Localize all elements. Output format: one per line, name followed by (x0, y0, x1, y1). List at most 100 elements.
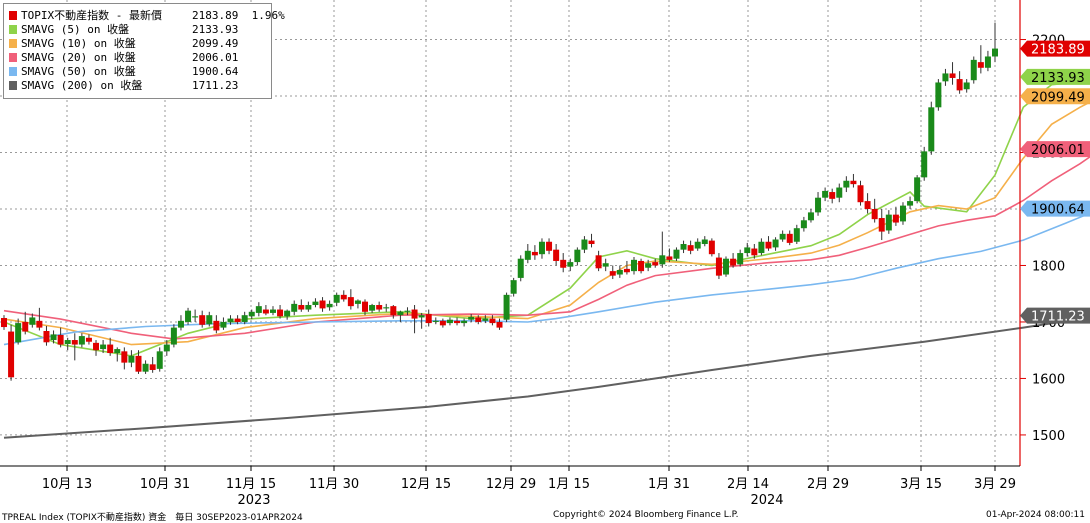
candle-body (907, 201, 914, 206)
x-tick-label: 3月 15 (900, 477, 942, 492)
candle-body (107, 344, 114, 354)
candle-body (234, 318, 241, 322)
candle-body (772, 239, 779, 248)
candle-body (482, 318, 489, 321)
candle-body (489, 318, 496, 324)
candle-body (362, 301, 369, 312)
candle-body (185, 310, 192, 322)
x-tick-label: 1月 15 (548, 477, 590, 492)
candle-body (390, 306, 397, 316)
candle-body (496, 321, 503, 328)
candle-body (269, 309, 276, 313)
price-tag-label: 1711.23 (1031, 310, 1085, 325)
candle-body (553, 249, 560, 261)
candle-body (1, 318, 7, 328)
candle-body (652, 262, 659, 266)
legend-entry-sma5: SMAVG (5) on 收盤 2133.93 (4, 23, 269, 37)
candle-body (347, 297, 354, 307)
x-year-label: 2023 (237, 493, 270, 508)
candle-body (645, 263, 652, 268)
candle-body (156, 351, 163, 369)
price-tag-label: 2099.49 (1031, 90, 1085, 105)
legend-swatch (9, 39, 17, 48)
legend-value: 2183.89 1.96% (192, 9, 285, 22)
candle-body (843, 180, 850, 188)
x-tick-label: 11月 15 (226, 477, 276, 492)
price-tag-box (1020, 68, 1090, 85)
price-tag: 2099.49 (1020, 88, 1090, 105)
candle-body (369, 305, 376, 311)
candle-body (623, 268, 630, 273)
candle-body (64, 340, 71, 344)
price-tag-label: 2006.01 (1031, 143, 1085, 158)
legend-label: SMAVG (10) on 收盤 (21, 37, 136, 50)
candle-body (949, 73, 956, 78)
legend-swatch (9, 67, 17, 76)
x-tick-label: 12月 29 (486, 477, 536, 492)
legend-swatch (9, 53, 17, 62)
price-tag-box (1020, 307, 1090, 324)
candle-body (475, 317, 482, 322)
candle-body (793, 228, 800, 242)
candle-body (567, 262, 574, 267)
price-tag-box (1020, 40, 1090, 57)
y-tick-label: 1500 (1032, 429, 1065, 444)
candle-body (57, 334, 64, 345)
series-line (3, 101, 1090, 346)
legend-label: SMAVG (50) on 收盤 (21, 65, 136, 78)
candle-body (701, 239, 708, 245)
candle-body (291, 303, 298, 312)
price-tag-box (1020, 141, 1090, 158)
candle-body (333, 294, 340, 303)
x-tick-label: 2月 14 (727, 477, 769, 492)
price-tag-box (1020, 88, 1090, 105)
candle-body (425, 314, 432, 324)
legend-label: SMAVG (5) on 收盤 (21, 23, 130, 36)
series-line (3, 316, 1090, 439)
price-tags: 2183.89 2133.93 2099.49 2006.01 1900.64 1711.… (1020, 40, 1090, 325)
candle-body (956, 79, 963, 91)
candle-body (531, 251, 538, 256)
candle-body (779, 233, 786, 240)
candle-body (871, 208, 878, 220)
legend-swatch (9, 25, 17, 34)
candle-body (708, 240, 715, 255)
candle-body (22, 321, 29, 332)
candle-body (305, 305, 312, 310)
candle-body (730, 258, 737, 266)
candle-body (354, 300, 361, 304)
candle-body (574, 249, 581, 263)
candle-body (751, 248, 758, 256)
candle-body (8, 331, 15, 378)
candle-body (970, 59, 977, 81)
candle-body (432, 320, 439, 322)
candle-body (50, 334, 57, 341)
y-tick-label: 1600 (1032, 372, 1065, 387)
candle-body (510, 280, 517, 294)
price-candles (1, 22, 998, 381)
legend-entry-sma200: SMAVG (200) on 收盤 1711.23 (4, 79, 269, 93)
candle-body (446, 319, 453, 324)
legend-label: SMAVG (20) on 收盤 (21, 51, 136, 64)
candle-body (850, 180, 857, 185)
x-tick-label: 2月 29 (807, 477, 849, 492)
candle-body (93, 342, 100, 351)
candle-body (255, 306, 262, 313)
candle-body (135, 355, 142, 372)
footer-timestamp: 01-Apr-2024 08:00:11 (986, 510, 1085, 520)
candle-body (149, 364, 156, 370)
price-tag: 2133.93 (1020, 68, 1090, 86)
legend-value: 2133.93 (192, 23, 239, 36)
candle-body (588, 240, 595, 245)
price-tag: 2183.89 (1020, 40, 1090, 58)
legend-label: SMAVG (200) on 收盤 (21, 79, 143, 92)
candle-body (815, 197, 822, 213)
x-tick-label: 3月 29 (974, 477, 1016, 492)
candle-body (517, 258, 524, 278)
candle-body (177, 320, 184, 328)
candle-body (284, 310, 291, 317)
price-tag: 1711.23 (1020, 307, 1090, 325)
x-tick-label: 1月 31 (648, 477, 690, 492)
candle-body (992, 48, 998, 57)
candle-body (29, 317, 36, 325)
